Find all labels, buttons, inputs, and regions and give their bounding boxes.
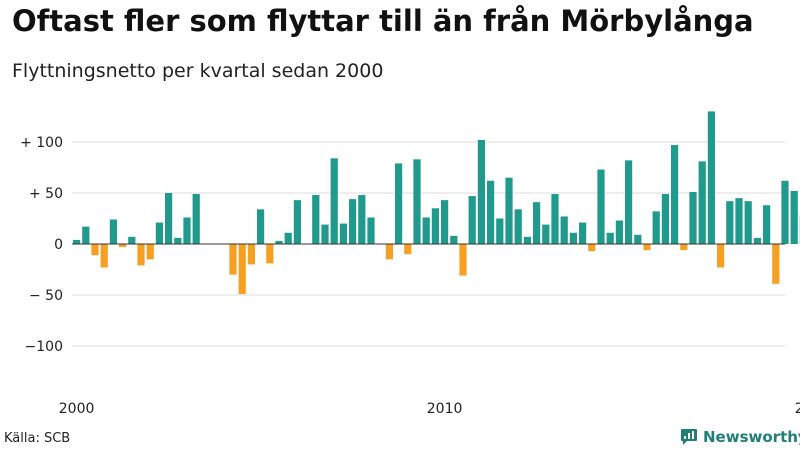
bar — [73, 239, 81, 244]
bar — [625, 160, 633, 244]
bar — [652, 211, 660, 244]
y-tick-label: −100 — [25, 339, 63, 355]
bar — [229, 244, 237, 275]
bar — [763, 205, 771, 244]
bar — [312, 195, 320, 244]
bar — [505, 177, 513, 244]
x-tick-label: 2020 — [795, 401, 800, 417]
bar — [339, 223, 347, 244]
bar — [450, 235, 458, 244]
bar — [137, 244, 145, 266]
x-tick-label: 2000 — [59, 401, 95, 417]
bar — [496, 218, 504, 244]
y-tick-label: + 100 — [20, 135, 63, 151]
bar — [174, 237, 182, 244]
bar — [790, 190, 798, 244]
bar — [266, 244, 274, 264]
bar — [615, 220, 623, 244]
bar — [634, 234, 642, 244]
brand-name: Newsworthy — [703, 428, 800, 446]
bar — [431, 208, 439, 244]
gridlines — [72, 141, 785, 347]
bars — [73, 111, 800, 294]
bar — [385, 244, 393, 260]
y-axis-labels: + 100 + 50 0 − 50 −100 — [20, 135, 63, 355]
bar — [192, 194, 200, 244]
bar — [459, 244, 467, 276]
bar — [588, 244, 596, 252]
bar — [753, 237, 761, 244]
bar — [257, 209, 265, 244]
bar — [560, 216, 568, 244]
bar — [358, 195, 366, 244]
bar — [726, 201, 734, 244]
x-tick-label: 2010 — [427, 401, 463, 417]
bar — [330, 158, 338, 244]
newsworthy-logo-icon — [681, 429, 697, 445]
bar — [109, 219, 117, 244]
newsworthy-logo: Newsworthy — [680, 426, 800, 448]
bar — [100, 244, 108, 268]
bar — [183, 217, 191, 244]
bar — [284, 232, 292, 244]
bar — [643, 244, 651, 251]
bar — [349, 199, 357, 244]
x-axis-labels: 2000 2010 2020 — [59, 401, 800, 417]
bar — [707, 111, 715, 245]
bar — [533, 202, 541, 244]
bar — [119, 244, 127, 248]
source-note: Källa: SCB — [4, 431, 71, 446]
bar — [744, 201, 752, 244]
bar — [569, 232, 577, 244]
bar — [82, 226, 90, 244]
bar — [321, 224, 329, 244]
chart-title: Oftast fler som flyttar till än från Mör… — [12, 4, 754, 38]
bar — [680, 244, 688, 251]
bar — [413, 159, 421, 244]
bar — [487, 180, 495, 244]
bar — [514, 209, 522, 244]
bar — [597, 169, 605, 244]
y-tick-label: 0 — [54, 237, 63, 253]
bar — [477, 139, 485, 244]
bar — [542, 224, 550, 244]
bar — [551, 194, 559, 244]
bar — [468, 196, 476, 244]
bar — [735, 198, 743, 244]
bar — [367, 217, 375, 244]
y-tick-label: + 50 — [29, 186, 63, 202]
bar — [606, 232, 614, 244]
bar — [247, 244, 255, 265]
bar — [404, 244, 412, 255]
bar — [579, 222, 587, 244]
bar — [275, 240, 283, 244]
bar — [781, 180, 789, 244]
bar — [671, 145, 679, 244]
bar — [422, 217, 430, 244]
bar — [441, 200, 449, 244]
bar — [698, 161, 706, 244]
bar — [523, 236, 531, 244]
bar — [155, 222, 163, 244]
y-tick-label: − 50 — [29, 288, 63, 304]
bar — [661, 194, 669, 244]
chart-subtitle: Flyttningsnetto per kvartal sedan 2000 — [12, 60, 384, 82]
bar — [238, 244, 246, 294]
bar — [146, 244, 154, 260]
bar — [165, 193, 173, 244]
bar — [717, 244, 725, 268]
bar — [128, 236, 136, 244]
bar — [91, 244, 99, 256]
bar — [772, 244, 780, 284]
bar — [689, 191, 697, 244]
bar — [293, 200, 301, 244]
bar — [395, 163, 403, 244]
